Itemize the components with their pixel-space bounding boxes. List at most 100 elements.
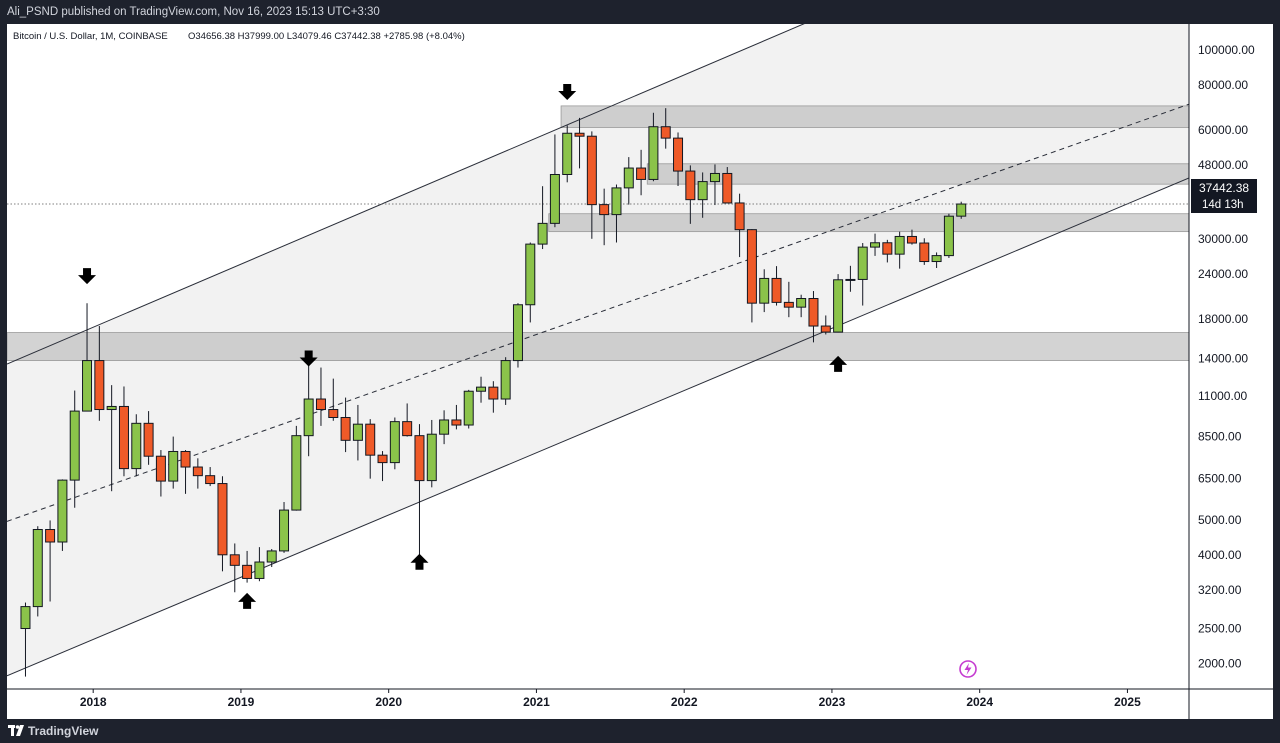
up-arrow-icon — [238, 592, 257, 609]
candle-body — [857, 246, 868, 280]
candle — [426, 419, 437, 488]
candle-body — [673, 137, 684, 172]
candle-body — [106, 405, 117, 411]
candle — [512, 303, 523, 368]
candle — [857, 243, 868, 306]
candle — [833, 274, 844, 333]
price-chart[interactable]: 100000.00 80000.00 60000.00 48000.00 30000.0… — [7, 24, 1273, 719]
candle — [488, 381, 499, 413]
y-tick-label: 60000.00 — [1198, 123, 1248, 137]
candle — [894, 231, 905, 269]
candle — [45, 520, 56, 602]
candle-body — [956, 203, 967, 217]
candle-body — [845, 278, 856, 281]
chart-legend-ohlc: O34656.38 H37999.00 L34079.46 C37442.38 … — [188, 31, 465, 42]
price-axis — [1189, 24, 1273, 719]
candle-body — [69, 410, 80, 481]
candle — [242, 550, 253, 583]
publish-header: Ali_PSND published on TradingView.com, N… — [0, 0, 1280, 24]
candle-body — [20, 606, 31, 630]
candle-body — [488, 386, 499, 400]
candle-body — [414, 435, 425, 482]
y-tick-label: 3200.00 — [1198, 583, 1242, 597]
candle — [599, 188, 610, 246]
candle — [500, 357, 511, 405]
candle — [20, 602, 31, 677]
chart-legend-symbol: Bitcoin / U.S. Dollar, 1M, COINBASE — [13, 31, 168, 42]
candle-body — [562, 132, 573, 175]
candle-body — [143, 422, 154, 457]
candle-body — [685, 170, 696, 201]
candle-body — [808, 298, 819, 327]
candle — [549, 134, 560, 228]
candle-body — [439, 419, 450, 435]
channel-mid-line — [7, 103, 1189, 522]
candle — [328, 378, 339, 421]
candle-body — [512, 304, 523, 362]
candle — [192, 458, 203, 489]
candle — [660, 108, 671, 149]
candle-body — [242, 564, 253, 579]
candle-body — [722, 172, 733, 204]
candle — [783, 281, 794, 318]
candle — [919, 238, 930, 265]
candle — [636, 149, 647, 196]
y-tick-label: 8500.00 — [1198, 430, 1242, 444]
candle — [537, 186, 548, 250]
x-tick-label: 2018 — [80, 695, 107, 709]
candle-body — [82, 360, 93, 412]
last-price-value: 37442.38 — [1199, 181, 1249, 195]
candle-body — [549, 173, 560, 224]
candle — [131, 414, 142, 477]
x-tick-label: 2025 — [1114, 695, 1141, 709]
candle — [340, 397, 351, 453]
candle-body — [746, 229, 757, 304]
down-arrow-icon — [558, 84, 577, 101]
candle — [180, 450, 191, 494]
candle-body — [303, 398, 314, 437]
candle-body — [229, 554, 240, 566]
candle — [882, 239, 893, 263]
down-arrow-icon — [78, 268, 97, 285]
candle — [155, 450, 166, 497]
candle — [623, 157, 634, 205]
candle-body — [377, 454, 388, 464]
candle-body — [537, 222, 548, 245]
candle — [463, 389, 474, 429]
y-tick-label: 4000.00 — [1198, 548, 1242, 562]
up-arrow-icon — [829, 355, 848, 372]
candle — [377, 451, 388, 482]
candle — [315, 367, 326, 426]
candle — [439, 410, 450, 445]
y-tick-label: 100000.00 — [1198, 43, 1255, 57]
candle-body — [291, 435, 302, 511]
candle-body — [217, 483, 228, 556]
candle-body — [131, 422, 142, 470]
candle-body — [155, 455, 166, 482]
candle — [586, 131, 597, 239]
candle-body — [328, 409, 339, 418]
lightning-icon[interactable] — [959, 660, 977, 678]
candle — [673, 132, 684, 187]
candle — [118, 386, 129, 477]
y-tick-label: 30000.00 — [1198, 232, 1248, 246]
channel-lower-line — [7, 177, 1189, 677]
x-tick-label: 2024 — [966, 695, 993, 709]
candle — [734, 193, 745, 258]
candle-body — [254, 561, 265, 579]
candle-body — [919, 242, 930, 263]
candle — [906, 229, 917, 245]
candle-body — [340, 416, 351, 441]
up-arrow-icon — [410, 553, 429, 570]
candle — [389, 417, 400, 470]
candle — [82, 303, 93, 412]
candle — [845, 265, 856, 292]
x-tick-label: 2022 — [671, 695, 698, 709]
candle — [205, 467, 216, 487]
candle-body — [315, 398, 326, 411]
tradingview-logo-icon — [8, 725, 24, 736]
candle — [611, 184, 622, 243]
candle-body — [279, 509, 290, 552]
candle — [254, 547, 265, 582]
candle-body — [783, 301, 794, 308]
